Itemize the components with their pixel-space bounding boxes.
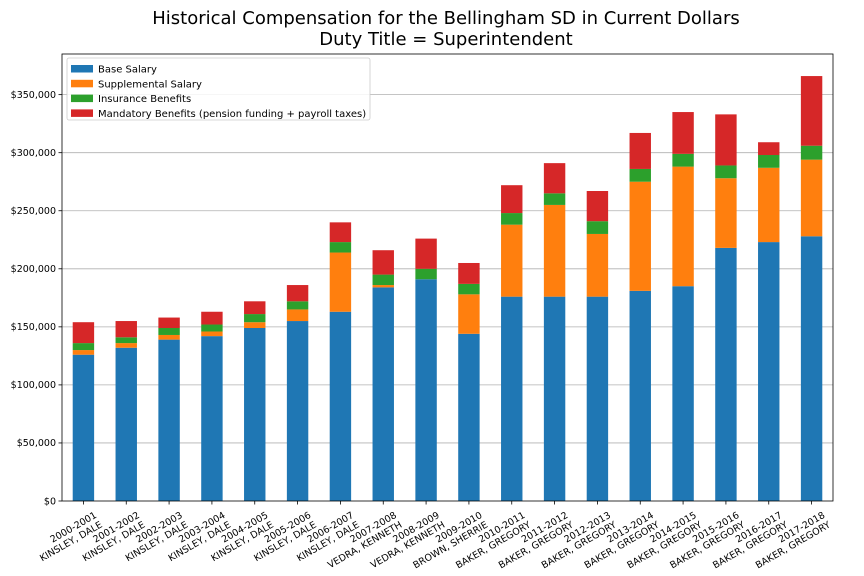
bar-segment[interactable]: [672, 286, 694, 501]
bar-segment[interactable]: [415, 268, 437, 280]
legend-label: Insurance Benefits: [98, 94, 191, 105]
bar-segment[interactable]: [458, 283, 480, 295]
bar-segment[interactable]: [543, 193, 566, 205]
bar-segment[interactable]: [672, 153, 694, 167]
bar-segment[interactable]: [329, 242, 352, 253]
bar-segment[interactable]: [115, 321, 137, 338]
bar-segment[interactable]: [244, 314, 266, 323]
bar-segment[interactable]: [501, 296, 523, 501]
bar-segment[interactable]: [586, 221, 609, 234]
bar-segment[interactable]: [629, 181, 651, 291]
bar-segment[interactable]: [244, 328, 266, 501]
bar-segment[interactable]: [115, 347, 137, 501]
bar-segment[interactable]: [501, 224, 523, 297]
bar-segment[interactable]: [415, 279, 437, 501]
legend-swatch: [71, 79, 93, 88]
chart-title-block: Historical Compensation for the Bellingh…: [0, 8, 864, 50]
bar-segment[interactable]: [286, 301, 309, 310]
bar-segment[interactable]: [715, 165, 737, 179]
bar-segment[interactable]: [629, 168, 651, 182]
bar-segment[interactable]: [244, 301, 266, 315]
bar-segment[interactable]: [329, 222, 352, 243]
bar-segment[interactable]: [543, 163, 566, 194]
bar-segment[interactable]: [115, 343, 137, 348]
bar-segment[interactable]: [244, 322, 266, 329]
bar-segment[interactable]: [286, 309, 309, 322]
bar-segment[interactable]: [715, 178, 737, 248]
bar-segment[interactable]: [286, 285, 309, 302]
bar-segment[interactable]: [72, 350, 95, 355]
bar-segment[interactable]: [372, 274, 394, 286]
y-tick-label: $50,000: [17, 438, 56, 449]
y-tick-label: $300,000: [11, 148, 56, 159]
legend-label: Supplemental Salary: [98, 79, 202, 90]
bar-segment[interactable]: [800, 145, 823, 160]
bar-segment[interactable]: [758, 142, 780, 156]
plot-frame: [61, 53, 834, 502]
bar-segment[interactable]: [458, 333, 480, 501]
bar-segment[interactable]: [629, 132, 651, 169]
bar-segment[interactable]: [543, 204, 566, 297]
bar-segment[interactable]: [329, 311, 352, 501]
bar-segment[interactable]: [586, 233, 609, 297]
bar-segment[interactable]: [72, 354, 95, 501]
bar-segment[interactable]: [72, 343, 95, 351]
bar-segment[interactable]: [501, 213, 523, 225]
legend-box: [66, 57, 371, 121]
bar-segment[interactable]: [672, 166, 694, 287]
bar-segment[interactable]: [629, 290, 651, 501]
bar-segment[interactable]: [158, 328, 180, 335]
bar-segment[interactable]: [758, 155, 780, 168]
y-tick-label: $100,000: [11, 380, 56, 391]
bar-segment[interactable]: [201, 331, 223, 337]
bar-segment[interactable]: [415, 238, 437, 269]
bar-segment[interactable]: [158, 334, 180, 340]
bar-segment[interactable]: [201, 324, 223, 332]
bar-segment[interactable]: [586, 191, 609, 222]
bar-segment[interactable]: [72, 322, 95, 344]
bar-segment[interactable]: [758, 167, 780, 243]
bar-segment[interactable]: [372, 285, 394, 288]
bar-segment[interactable]: [201, 311, 223, 325]
bar-segment[interactable]: [715, 114, 737, 166]
bar-segment[interactable]: [715, 247, 737, 501]
bar-segment[interactable]: [458, 294, 480, 334]
bar-segment[interactable]: [501, 185, 523, 214]
chart-subtitle: Duty Title = Superintendent: [319, 29, 573, 50]
chart-title: Historical Compensation for the Bellingh…: [152, 8, 740, 29]
legend-swatch: [71, 94, 93, 103]
bar-segment[interactable]: [158, 317, 180, 329]
legend-swatch: [71, 109, 93, 117]
bar-segment[interactable]: [372, 287, 394, 501]
legend-label: Base Salary: [98, 65, 157, 76]
y-tick-label: $0: [44, 496, 56, 507]
bar-segment[interactable]: [800, 236, 823, 501]
y-tick-label: $200,000: [11, 264, 56, 275]
bar-segment[interactable]: [201, 336, 223, 501]
legend-swatch: [71, 65, 93, 73]
y-tick-label: $250,000: [11, 206, 56, 217]
y-tick-label: $350,000: [11, 90, 56, 101]
y-tick-label: $150,000: [11, 322, 56, 333]
bar-segment[interactable]: [158, 339, 180, 501]
bar-segment[interactable]: [372, 250, 394, 275]
bar-segment[interactable]: [458, 262, 480, 284]
bar-segment[interactable]: [758, 242, 780, 501]
bar-segment[interactable]: [115, 337, 137, 344]
bar-segment[interactable]: [800, 76, 823, 146]
legend-label: Mandatory Benefits (pension funding + pa…: [98, 109, 366, 120]
bar-segment[interactable]: [672, 112, 694, 154]
bar-segment[interactable]: [329, 252, 352, 312]
bar-segment[interactable]: [800, 159, 823, 237]
bar-segment[interactable]: [286, 321, 309, 501]
bar-segment[interactable]: [586, 296, 609, 501]
bar-segment[interactable]: [543, 296, 566, 501]
